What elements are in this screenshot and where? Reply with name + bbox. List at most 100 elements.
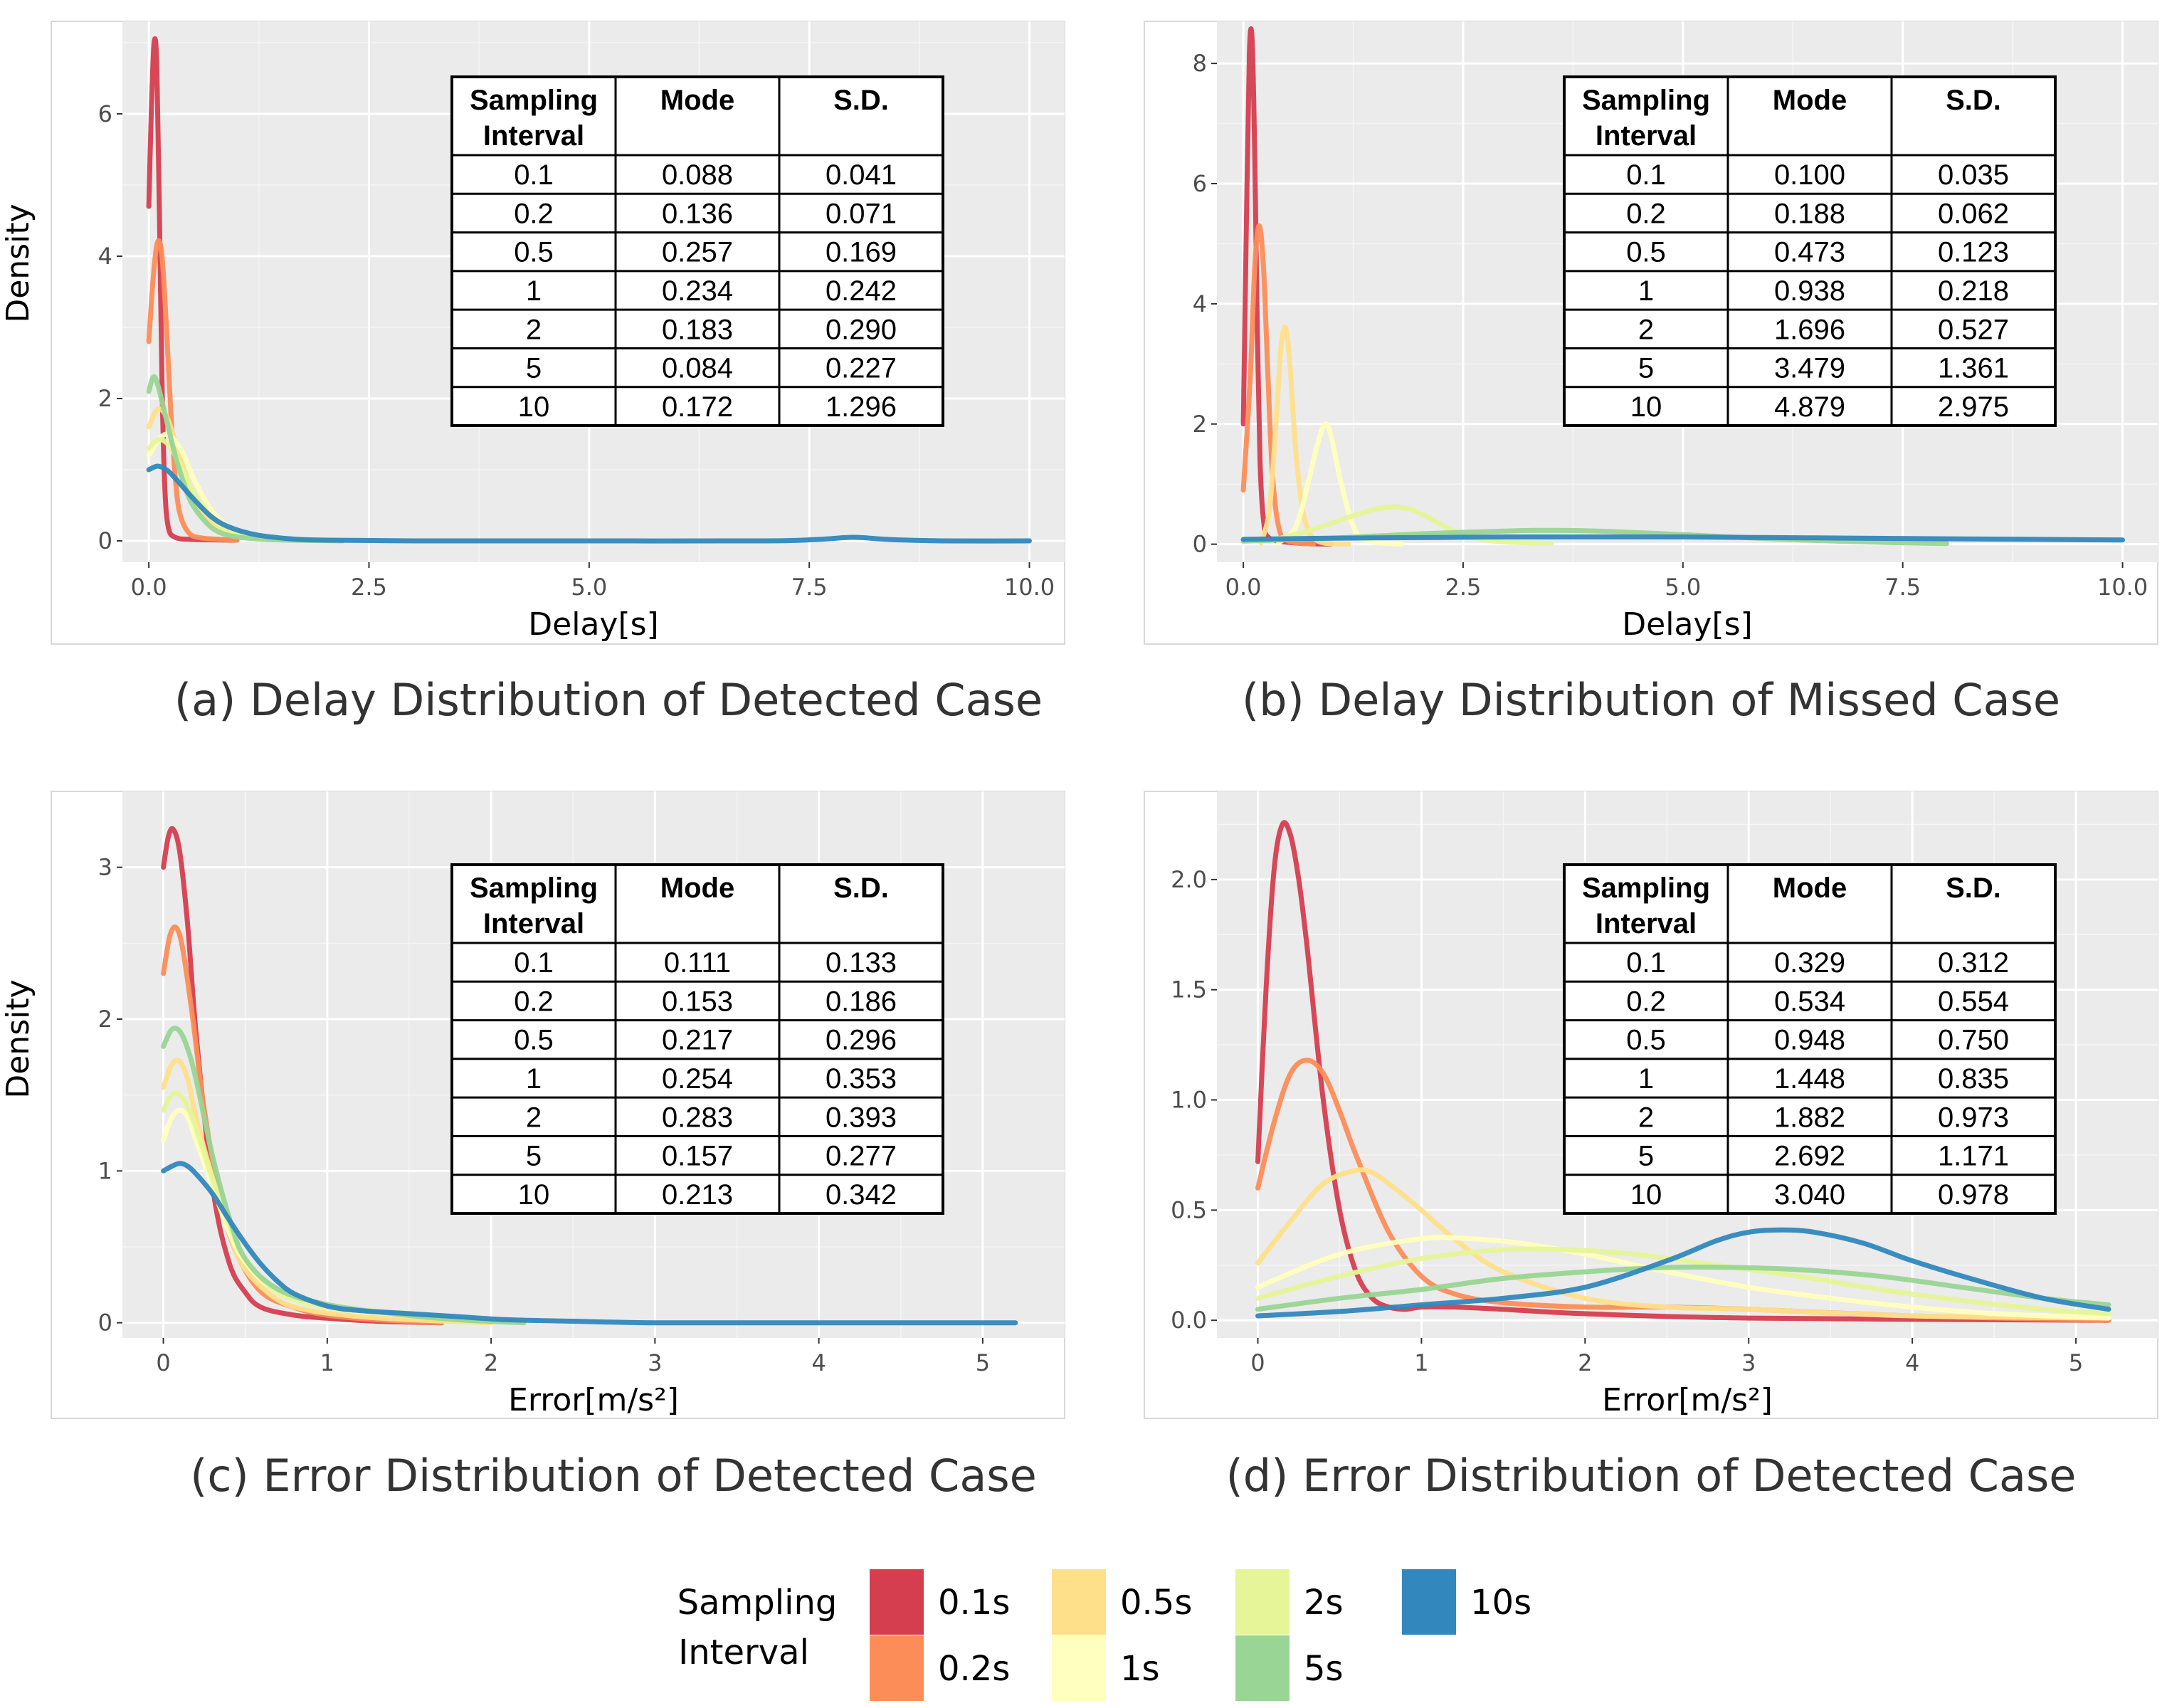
table-cell: 2 xyxy=(526,314,542,345)
series-line-10s xyxy=(1255,1227,2111,1319)
panel-a: 0.0 2.5 5.0 7.5 10.0 0 2 4 6 Delay[s] Density (a) D… xyxy=(0,21,1065,726)
table-cell: 0.084 xyxy=(662,353,733,384)
x-tick-label: 10.0 xyxy=(1004,574,1055,601)
legend-swatch xyxy=(870,1635,924,1701)
table-cell: 0.473 xyxy=(1774,237,1845,268)
table-cell: 0.554 xyxy=(1938,986,2009,1017)
x-tick-label: 2 xyxy=(484,1349,498,1376)
table-frame xyxy=(450,75,944,427)
table-cell: 5 xyxy=(1638,1141,1654,1172)
table-cell: 2 xyxy=(1638,314,1654,345)
table-cell: 3.040 xyxy=(1774,1179,1845,1211)
table-cell: 2.692 xyxy=(1774,1141,1845,1172)
table-cell: 0.527 xyxy=(1938,314,2009,345)
table-cell: 0.1 xyxy=(514,159,554,191)
legend-item-0.5s: 0.5s xyxy=(1052,1569,1192,1635)
y-tick-label: 2 xyxy=(1193,411,1207,438)
panel-a-series xyxy=(146,36,1032,544)
table-cell: 0.136 xyxy=(662,198,733,229)
x-tick-label: 5.0 xyxy=(571,574,607,601)
table-cell: 1 xyxy=(1638,1063,1654,1095)
legend-swatch xyxy=(1235,1569,1290,1635)
y-tick-label: 0 xyxy=(1193,531,1207,558)
table-cell: 0.2 xyxy=(514,986,554,1017)
legend-item-0.1s: 0.1s xyxy=(870,1569,1010,1635)
table-cell: 0.5 xyxy=(1626,237,1666,268)
legend-title: Sampling xyxy=(677,1583,838,1623)
table-cell: 0.035 xyxy=(1938,159,2009,191)
table-cell: 0.1 xyxy=(514,947,554,979)
table-cell: 0.257 xyxy=(662,237,733,268)
x-tick-label: 7.5 xyxy=(1884,574,1921,601)
table-cell: 0.750 xyxy=(1938,1025,2009,1056)
series-line-0.2s xyxy=(1240,223,1317,547)
table-cell: 0.213 xyxy=(662,1179,733,1211)
table-cell: 10 xyxy=(1630,1179,1662,1211)
table-cell: 0.123 xyxy=(1938,237,2009,268)
table-cell: 0.088 xyxy=(662,159,733,191)
table-cell: 0.2 xyxy=(1626,198,1666,229)
table-header-cell: Sampling Interval xyxy=(1582,873,1710,939)
table-cell: 0.329 xyxy=(1774,947,1845,979)
table-header-cell: S.D. xyxy=(833,85,889,116)
panel-b-stats-table: Sampling Interval Mode S.D. 0.1 0.100 0.035 0.2… xyxy=(1563,75,2057,427)
table-cell: 0.948 xyxy=(1774,1025,1845,1056)
x-tick-label: 1 xyxy=(1414,1349,1428,1376)
x-tick-label: 10.0 xyxy=(2097,574,2148,601)
panel-b-caption: (b) Delay Distribution of Missed Case xyxy=(1242,674,2060,726)
table-cell: 0.342 xyxy=(826,1179,897,1211)
table-cell: 10 xyxy=(1630,391,1662,423)
series-line-0.1s xyxy=(1255,820,2111,1323)
y-tick-label: 2 xyxy=(98,385,112,412)
x-tick-label: 2.5 xyxy=(1445,574,1481,601)
table-cell: 0.283 xyxy=(662,1102,733,1133)
table-cell: 5 xyxy=(1638,353,1654,384)
table-cell: 0.041 xyxy=(826,159,897,191)
table-cell: 0.227 xyxy=(826,353,897,384)
x-tick-label: 0.0 xyxy=(131,574,167,601)
table-cell: 0.534 xyxy=(1774,986,1845,1017)
legend-swatch xyxy=(1402,1569,1456,1635)
x-tick-label: 4 xyxy=(1905,1349,1919,1376)
table-cell: 1 xyxy=(1638,275,1654,307)
legend-label: 2s xyxy=(1304,1583,1344,1623)
legend-swatch xyxy=(870,1569,924,1635)
x-tick-label: 2.5 xyxy=(351,574,387,601)
table-cell: 10 xyxy=(518,391,550,423)
series-line-0.2s xyxy=(146,238,240,543)
y-tick-label: 0 xyxy=(98,1309,112,1337)
panel-d-caption: (d) Error Distribution of Detected Case xyxy=(1226,1450,2077,1502)
table-frame xyxy=(450,863,944,1215)
panel-c-caption: (c) Error Distribution of Detected Case xyxy=(190,1450,1037,1502)
table-cell: 0.393 xyxy=(826,1102,897,1133)
panel-a-caption: (a) Delay Distribution of Detected Case xyxy=(174,674,1043,726)
table-cell: 0.978 xyxy=(1938,1179,2009,1211)
table-cell: 0.100 xyxy=(1774,159,1845,191)
table-cell: 0.242 xyxy=(826,275,897,307)
panel-d-x-axis-label: Error[m/s²] xyxy=(1602,1382,1773,1418)
table-cell: 0.277 xyxy=(826,1141,897,1172)
table-cell: 0.183 xyxy=(662,314,733,345)
panel-c-y-axis-label: Density xyxy=(0,979,36,1098)
legend-label: 5s xyxy=(1304,1649,1344,1689)
y-tick-label: 1.5 xyxy=(1171,976,1207,1003)
table-cell: 0.254 xyxy=(662,1063,733,1095)
table-cell: 1 xyxy=(526,1063,542,1095)
legend-swatch xyxy=(1052,1635,1106,1701)
series-line-0.1s xyxy=(1240,26,1334,547)
panel-a-x-axis-label: Delay[s] xyxy=(528,606,658,643)
panel-d-stats-table: Sampling Interval Mode S.D. 0.1 0.329 0.312 0.2… xyxy=(1563,863,2057,1215)
panel-b-series xyxy=(1240,26,2126,547)
table-header-cell: S.D. xyxy=(833,873,889,904)
x-tick-label: 4 xyxy=(811,1349,826,1376)
x-tick-label: 5 xyxy=(2069,1349,2083,1376)
series-line-2s xyxy=(1255,1246,2111,1317)
table-cell: 2.975 xyxy=(1938,391,2009,423)
table-cell: 1.448 xyxy=(1774,1063,1845,1095)
table-cell: 1.296 xyxy=(826,391,897,423)
table-cell: 1.171 xyxy=(1938,1141,2009,1172)
y-tick-label: 2 xyxy=(98,1006,112,1033)
y-tick-label: 0.5 xyxy=(1171,1196,1207,1223)
table-frame xyxy=(1563,863,2057,1215)
table-cell: 0.153 xyxy=(662,986,733,1017)
